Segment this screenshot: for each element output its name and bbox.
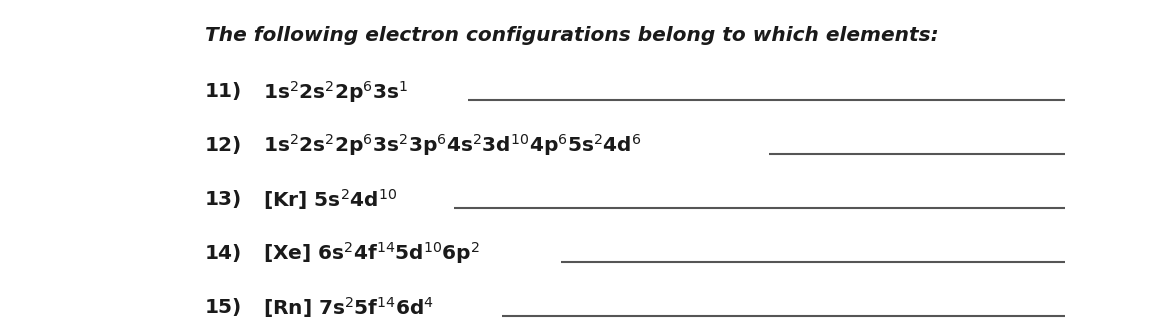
Text: 11): 11): [205, 82, 242, 101]
Text: The following electron configurations belong to which elements:: The following electron configurations be…: [205, 26, 938, 45]
Text: 13): 13): [205, 190, 242, 209]
Text: [Rn] 7s$^{2}$5f$^{14}$6d$^{4}$: [Rn] 7s$^{2}$5f$^{14}$6d$^{4}$: [263, 295, 434, 320]
Text: 14): 14): [205, 244, 242, 263]
Text: 12): 12): [205, 136, 242, 155]
Text: [Kr] 5s$^{2}$4d$^{10}$: [Kr] 5s$^{2}$4d$^{10}$: [263, 187, 398, 212]
Text: 1s$^{2}$2s$^{2}$2p$^{6}$3s$^{1}$: 1s$^{2}$2s$^{2}$2p$^{6}$3s$^{1}$: [263, 78, 408, 105]
Text: 1s$^{2}$2s$^{2}$2p$^{6}$3s$^{2}$3p$^{6}$4s$^{2}$3d$^{10}$4p$^{6}$5s$^{2}$4d$^{6}: 1s$^{2}$2s$^{2}$2p$^{6}$3s$^{2}$3p$^{6}$…: [263, 132, 642, 159]
Text: [Xe] 6s$^{2}$4f$^{14}$5d$^{10}$6p$^{2}$: [Xe] 6s$^{2}$4f$^{14}$5d$^{10}$6p$^{2}$: [263, 240, 480, 267]
Text: 15): 15): [205, 298, 242, 317]
